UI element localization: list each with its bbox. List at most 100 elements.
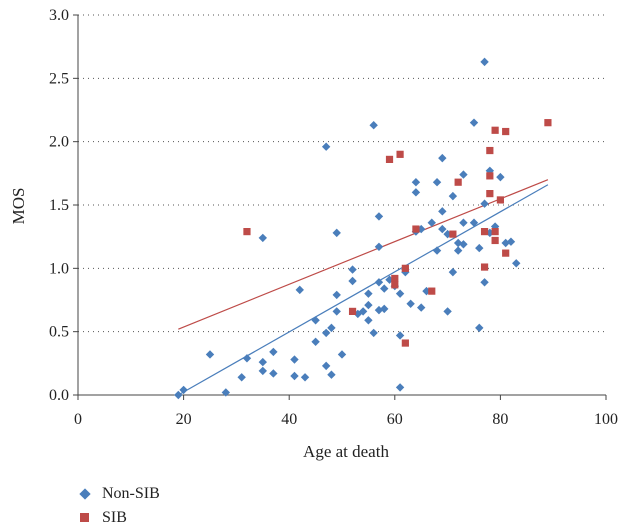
non-sib-point bbox=[332, 290, 341, 300]
sib-point bbox=[412, 225, 420, 233]
legend-label: Non-SIB bbox=[102, 485, 160, 502]
sib-point bbox=[480, 263, 489, 271]
sib-point bbox=[544, 119, 552, 127]
non-sib-point bbox=[311, 337, 320, 346]
non-sib-point bbox=[459, 170, 468, 179]
non-sib-point bbox=[242, 354, 252, 363]
sib-point bbox=[486, 146, 494, 155]
non-sib-point bbox=[501, 238, 510, 248]
legend-item-sib: SIB bbox=[78, 506, 160, 530]
non-sib-point bbox=[374, 212, 384, 221]
non-sib-point bbox=[179, 385, 188, 395]
non-sib-point bbox=[395, 331, 405, 340]
y-tick-label: 0.5 bbox=[49, 324, 69, 341]
y-axis-title: MOS bbox=[9, 188, 28, 225]
non-sib-point bbox=[337, 350, 347, 359]
non-sib-point bbox=[395, 289, 405, 298]
non-sib-point bbox=[321, 361, 331, 371]
sib-point bbox=[486, 190, 494, 198]
non-sib-point bbox=[332, 228, 341, 238]
data-points bbox=[174, 57, 552, 400]
non-sib-point bbox=[300, 373, 310, 382]
non-sib-point bbox=[205, 350, 215, 359]
sib-point bbox=[486, 172, 494, 180]
non-sib-point bbox=[417, 303, 426, 312]
sib-point bbox=[491, 236, 499, 245]
non-sib-point bbox=[348, 276, 357, 286]
non-sib-point bbox=[469, 218, 479, 227]
non-sib-point bbox=[327, 323, 336, 333]
sib-point bbox=[496, 196, 504, 204]
y-tick-label: 0.0 bbox=[49, 387, 69, 404]
non-sib-point bbox=[374, 278, 384, 287]
sib-point bbox=[391, 274, 399, 283]
non-sib-point bbox=[480, 57, 489, 67]
legend: Non-SIB SIB bbox=[78, 482, 160, 530]
sib-point bbox=[480, 228, 489, 236]
non-sib-point bbox=[290, 355, 299, 364]
y-tick-label: 2.5 bbox=[49, 70, 69, 87]
y-tick-label: 1.0 bbox=[49, 260, 69, 277]
non-sib-point bbox=[364, 300, 373, 310]
non-sib-point bbox=[506, 237, 516, 246]
non-sib-point bbox=[496, 172, 505, 182]
sib-point bbox=[502, 249, 510, 257]
non-sib-point bbox=[369, 121, 378, 130]
sib-point bbox=[391, 281, 399, 289]
non-sib-point bbox=[295, 285, 304, 295]
non-sib-point bbox=[258, 233, 267, 243]
x-tick-label: 40 bbox=[281, 411, 297, 428]
non-sib-point bbox=[459, 218, 468, 227]
non-sib-point bbox=[512, 259, 521, 268]
sib-point bbox=[491, 126, 499, 134]
non-sib-point bbox=[237, 373, 246, 382]
non-sib-point bbox=[269, 347, 278, 357]
gridlines bbox=[78, 14, 606, 333]
non-sib-point bbox=[321, 142, 331, 151]
sib-point bbox=[454, 178, 462, 186]
x-tick-label: 60 bbox=[387, 411, 403, 428]
non-sib-point bbox=[380, 304, 389, 314]
legend-label: SIB bbox=[102, 509, 127, 526]
sib-point bbox=[243, 228, 251, 236]
non-sib-point bbox=[480, 199, 489, 208]
y-tick-label: 1.5 bbox=[49, 197, 69, 214]
non-sib-point bbox=[395, 383, 405, 392]
x-tick-label: 100 bbox=[594, 411, 618, 428]
non-sib-point bbox=[311, 316, 320, 325]
trendlines bbox=[178, 179, 549, 396]
sib-point bbox=[491, 228, 499, 236]
non-sib-point bbox=[332, 307, 341, 316]
sib-point bbox=[348, 307, 357, 315]
non-sib-point bbox=[358, 307, 368, 316]
x-tick-label: 20 bbox=[176, 411, 192, 428]
y-tick-label: 2.0 bbox=[49, 134, 69, 151]
sib-point bbox=[385, 155, 394, 163]
non-sib-point bbox=[459, 240, 468, 249]
non-sib-point bbox=[380, 284, 389, 293]
non-sib-point bbox=[406, 299, 415, 308]
non-sib-point bbox=[321, 328, 331, 338]
non-sib-point bbox=[374, 242, 384, 251]
non-sib-point bbox=[411, 178, 421, 187]
axes bbox=[73, 14, 607, 400]
non-sib-point bbox=[364, 289, 373, 298]
non-sib-point bbox=[327, 370, 336, 379]
non-sib-point bbox=[432, 178, 442, 187]
non-sib-point bbox=[475, 323, 484, 333]
sib-point bbox=[401, 339, 409, 347]
non-sib-point bbox=[469, 118, 479, 127]
sib-point bbox=[401, 264, 409, 272]
non-sib-point bbox=[269, 369, 278, 378]
non-sib-point bbox=[258, 366, 267, 376]
non-sib-point bbox=[475, 243, 484, 253]
sib-point bbox=[449, 230, 457, 238]
non-sib-point bbox=[221, 388, 231, 397]
non-sib-point bbox=[290, 371, 299, 381]
diamond-marker-icon bbox=[78, 487, 92, 501]
non-sib-point bbox=[438, 207, 447, 216]
legend-item-non-sib: Non-SIB bbox=[78, 482, 160, 506]
non-sib-point bbox=[438, 224, 447, 234]
non-sib-point bbox=[258, 357, 267, 367]
